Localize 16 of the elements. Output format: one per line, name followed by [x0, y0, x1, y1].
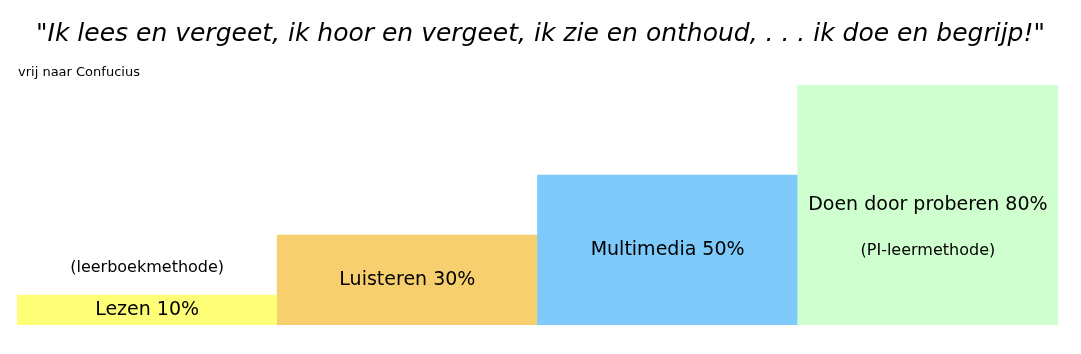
data-label: 10% — [156, 296, 200, 319]
x-tick-label: Doen door proberen — [808, 191, 1000, 214]
bar — [797, 85, 1058, 325]
data-label: 30% — [433, 266, 476, 289]
annotation: (PI-leermethode) — [860, 239, 996, 259]
bar — [17, 294, 278, 325]
annotation: (leerboekmethode) — [70, 257, 225, 277]
x-tick-label: Multimedia — [590, 236, 697, 259]
x-tick-label: Lezen — [95, 296, 151, 319]
bar — [537, 174, 799, 325]
chart-title: "Ik lees en vergeet, ik hoor en vergeet, ik zie en onthoud, . . . ik doe en begrijp!" — [35, 18, 1046, 47]
bar — [276, 234, 538, 325]
data-label: 50% — [702, 236, 745, 259]
chart-subtitle: vrij naar Confucius — [18, 64, 140, 79]
x-tick-label: Luisteren — [339, 266, 428, 289]
data-label: 80% — [1005, 191, 1048, 214]
